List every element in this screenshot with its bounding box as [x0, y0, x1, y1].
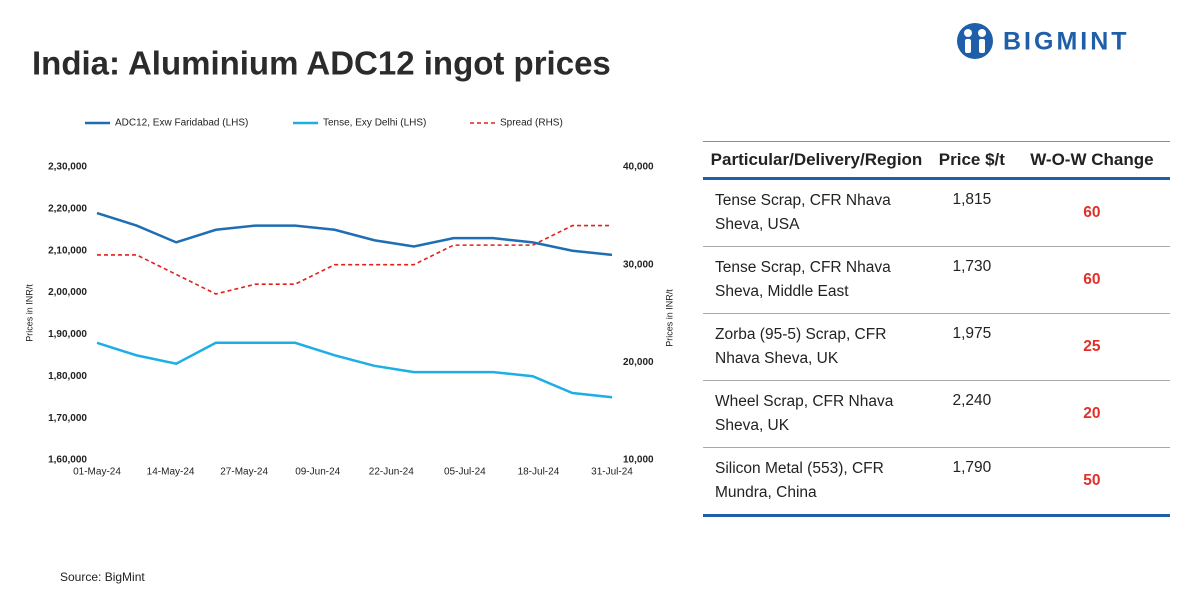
table-cell: 1,790: [930, 447, 1014, 516]
table-cell: 1,815: [930, 178, 1014, 247]
y2-tick-label: 30,000: [623, 259, 654, 270]
x-tick-label: 22-Jun-24: [369, 467, 414, 478]
table-cell: Tense Scrap, CFR Nhava Sheva, Middle Eas…: [703, 246, 930, 314]
y-tick-label: 1,80,000: [48, 371, 87, 382]
table-cell: Tense Scrap, CFR Nhava Sheva, USA: [703, 178, 930, 247]
table-header: Particular/Delivery/Region Price $/t W-O-W…: [703, 141, 1170, 180]
y-tick-label: 1,60,000: [48, 455, 87, 466]
price-table: Particular/Delivery/Region Price $/t W-O-W…: [703, 141, 1170, 517]
table-row: Tense Scrap, CFR Nhava Sheva, Middle Eas…: [703, 246, 1170, 314]
chart-title: India: Aluminium ADC12 ingot prices: [32, 45, 611, 82]
y2-tick-label: 10,000: [623, 455, 654, 466]
table-cell: 2,240: [930, 380, 1014, 448]
y-tick-label: 2,00,000: [48, 287, 87, 298]
table-row: Wheel Scrap, CFR Nhava Sheva, UK 2,240 20: [703, 380, 1170, 448]
series-line: [96, 341, 613, 399]
x-tick-label: 05-Jul-24: [444, 467, 486, 478]
logo-icon: [957, 23, 993, 59]
table-cell: Zorba (95-5) Scrap, CFR Nhava Sheva, UK: [703, 313, 930, 381]
legend-label: ADC12, Exw Faridabad (LHS): [115, 118, 248, 129]
table-cell: 60: [1013, 178, 1170, 247]
legend-label: Spread (RHS): [500, 118, 563, 129]
y-tick-label: 2,10,000: [48, 245, 87, 256]
column-header: Particular/Delivery/Region: [703, 141, 930, 180]
table-row: Zorba (95-5) Scrap, CFR Nhava Sheva, UK 1…: [703, 313, 1170, 381]
y-axis-label: Prices in INR/t: [24, 284, 34, 342]
table-row: Tense Scrap, CFR Nhava Sheva, USA 1,815 60: [703, 178, 1170, 247]
series-line: [96, 211, 613, 257]
table-cell: Wheel Scrap, CFR Nhava Sheva, UK: [703, 380, 930, 448]
table-cell: 20: [1013, 380, 1170, 448]
x-tick-label: 31-Jul-24: [591, 467, 633, 478]
y-tick-label: 1,90,000: [48, 329, 87, 340]
y2-axis-label: Prices in INR/t: [664, 289, 674, 347]
legend-label: Tense, Exy Delhi (LHS): [323, 118, 426, 129]
x-tick-label: 01-May-24: [73, 467, 121, 478]
column-header: W-O-W Change: [1013, 141, 1170, 180]
y-tick-label: 1,70,000: [48, 413, 87, 424]
y-tick-label: 2,30,000: [48, 162, 87, 173]
x-tick-label: 18-Jul-24: [518, 467, 560, 478]
table-cell: 1,975: [930, 313, 1014, 381]
y2-tick-label: 20,000: [623, 357, 654, 368]
y-tick-label: 2,20,000: [48, 203, 87, 214]
table-cell: 25: [1013, 313, 1170, 381]
table-cell: 50: [1013, 447, 1170, 516]
table-cell: 1,730: [930, 246, 1014, 314]
table-cell: Silicon Metal (553), CFR Mundra, China: [703, 447, 930, 516]
x-tick-label: 27-May-24: [220, 467, 268, 478]
series-line: [97, 224, 612, 295]
table-row: Silicon Metal (553), CFR Mundra, China 1,…: [703, 447, 1170, 516]
column-header: Price $/t: [930, 141, 1014, 180]
x-tick-label: 14-May-24: [147, 467, 195, 478]
y2-tick-label: 40,000: [623, 162, 654, 173]
table-cell: 60: [1013, 246, 1170, 314]
x-tick-label: 09-Jun-24: [295, 467, 340, 478]
logo-text: BIGMINT: [1003, 28, 1130, 56]
source: Source: BigMint: [60, 570, 145, 584]
